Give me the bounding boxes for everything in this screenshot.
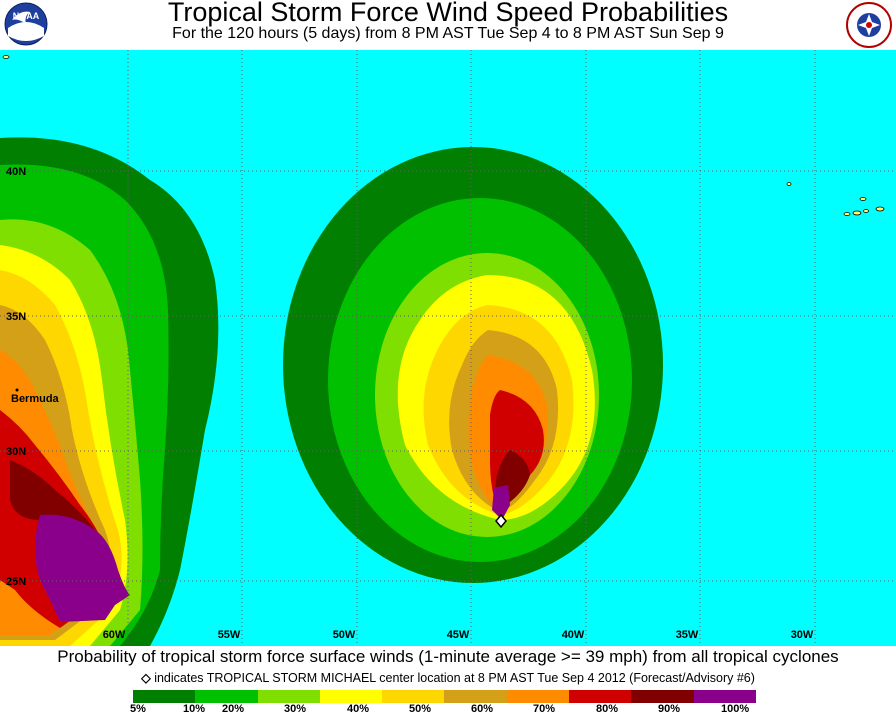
legend-swatch-9 (631, 690, 694, 703)
storm-marker-note: ◇ indicates TROPICAL STORM MICHAEL cente… (0, 670, 896, 685)
legend-swatch-7 (506, 690, 570, 703)
legend-label: 50% (409, 703, 432, 715)
map-caption: Probability of tropical storm force surf… (57, 647, 839, 666)
legend-swatch-8 (569, 690, 632, 703)
storm-marker-text: indicates TROPICAL STORM MICHAEL center … (154, 671, 755, 685)
legend-label: 10% (183, 703, 206, 715)
legend-label: 60% (471, 703, 494, 715)
nws-logo (846, 2, 892, 48)
legend-swatch-5 (382, 690, 445, 703)
lon-label-45w: 45W (447, 629, 470, 641)
lon-label-60w: 60W (103, 629, 126, 641)
header: NOAA Tropical Storm Force Wind Speed Pro… (0, 0, 896, 50)
legend-label: 80% (596, 703, 619, 715)
legend-label: 70% (533, 703, 556, 715)
michael-wind-field (283, 147, 663, 583)
legend-labels: 5% 10% 20% 30% 40% 50% 60% 70% 80% 90% 1… (0, 703, 896, 716)
lon-label-35w: 35W (676, 629, 699, 641)
lat-label-40n: 40N (6, 166, 26, 178)
legend-swatch-1 (133, 690, 196, 703)
graticule (0, 50, 896, 646)
azores-islands (2, 55, 885, 216)
legend-label: 5% (130, 703, 146, 715)
legend-swatch-2 (195, 690, 258, 703)
lat-label-35n: 35N (6, 311, 26, 323)
lon-label-40w: 40W (562, 629, 585, 641)
legend-swatch-4 (319, 690, 383, 703)
map-subtitle: For the 120 hours (5 days) from 8 PM AST… (172, 25, 724, 42)
legend-swatch-10 (693, 690, 756, 703)
diamond-icon: ◇ (141, 671, 151, 685)
probability-map: Bermuda 40N 35N 30N 25N 60W 55W 50W 45W … (0, 50, 896, 646)
legend-label: 20% (222, 703, 245, 715)
western-wind-field (0, 137, 219, 646)
legend-label: 40% (347, 703, 370, 715)
map-title: Tropical Storm Force Wind Speed Probabil… (167, 0, 729, 27)
lon-label-50w: 50W (333, 629, 356, 641)
legend-swatch-3 (257, 690, 320, 703)
legend-swatch-6 (444, 690, 507, 703)
bermuda-label: Bermuda (11, 393, 60, 405)
storm-center-diamond-icon (495, 513, 507, 529)
lat-label-25n: 25N (6, 576, 26, 588)
probability-legend (133, 690, 756, 703)
lat-label-30n: 30N (6, 446, 26, 458)
noaa-logo: NOAA (4, 2, 48, 46)
legend-label: 100% (721, 703, 750, 715)
legend-label: 90% (658, 703, 681, 715)
lon-label-55w: 55W (218, 629, 241, 641)
legend-label: 30% (284, 703, 307, 715)
lon-label-30w: 30W (791, 629, 814, 641)
bermuda-dot (15, 388, 19, 392)
svg-text:NOAA: NOAA (13, 11, 40, 21)
